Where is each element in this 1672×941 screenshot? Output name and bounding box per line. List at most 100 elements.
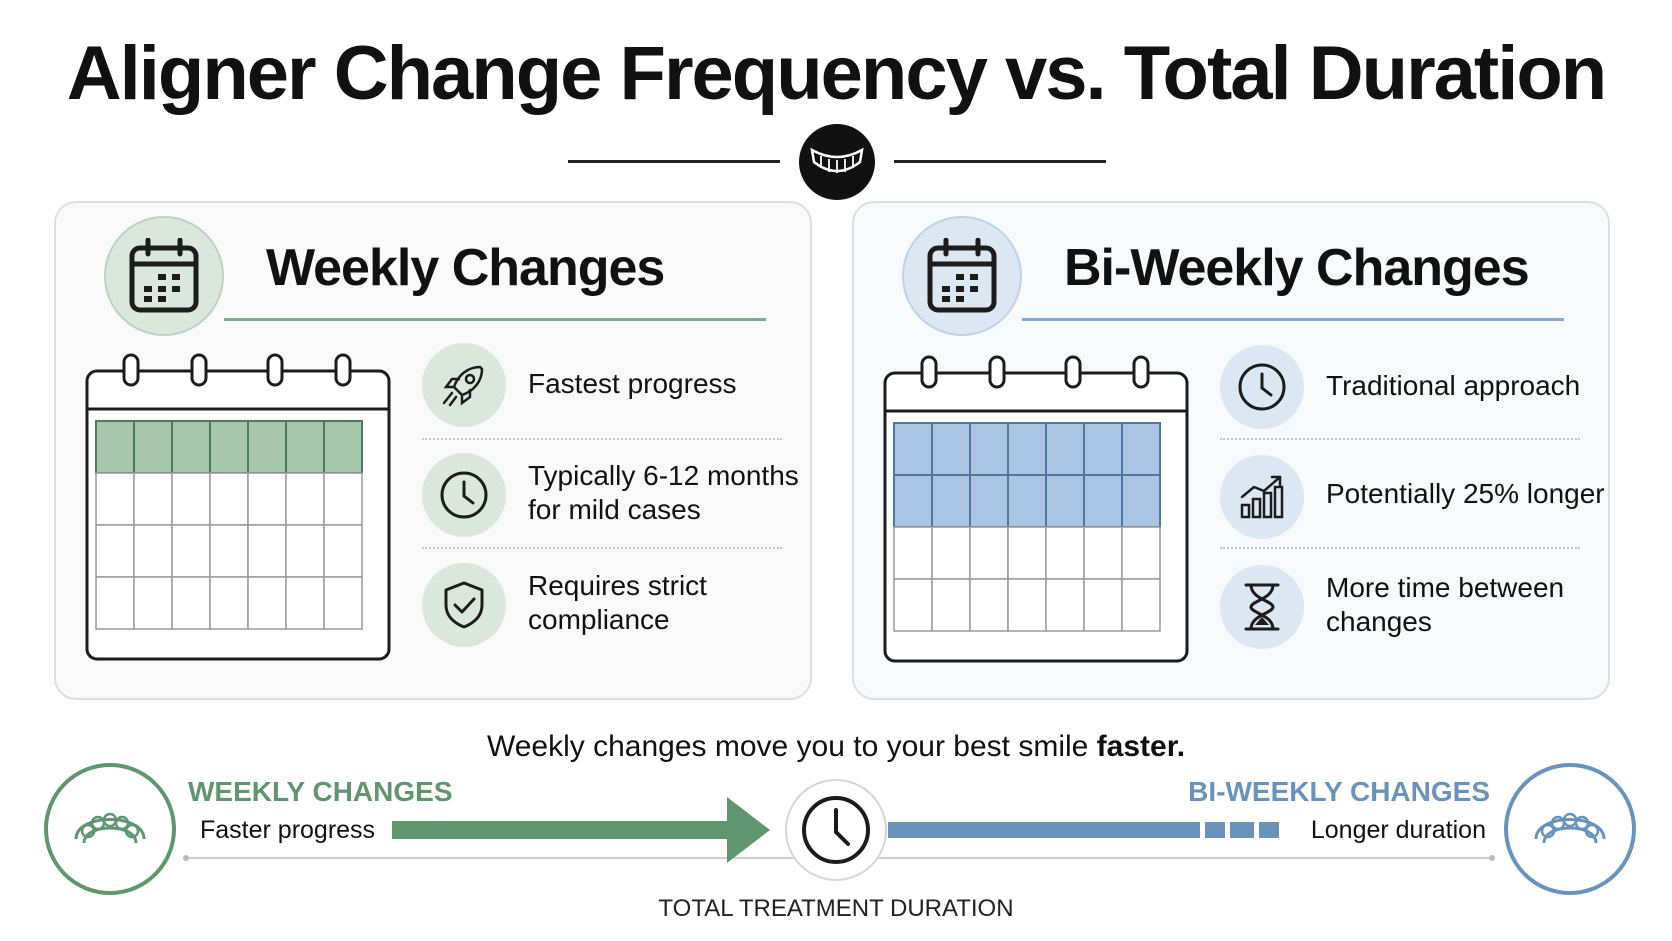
calendar-icon: [129, 238, 199, 313]
feature-text: for mild cases: [528, 494, 701, 525]
calendar-cell-highlighted: [969, 422, 1009, 476]
weekly-feature-duration: Typically 6-12 months for mild cases: [422, 443, 799, 543]
calendar-cell: [893, 578, 933, 632]
tagline: Weekly changes move you to your best smi…: [0, 730, 1672, 764]
calendar-cell-highlighted: [1045, 474, 1085, 528]
calendar-cell: [95, 576, 135, 630]
calendar-cell: [209, 472, 249, 526]
calendar-cell: [285, 576, 325, 630]
weekly-progress-arrow: [392, 821, 737, 839]
tagline-emphasis: faster.: [1096, 730, 1186, 763]
weekly-calendar: [85, 353, 391, 661]
feature-text: More time between: [1326, 572, 1565, 603]
biweekly-panel: Bi-Weekly Changes Traditional approach: [852, 201, 1610, 700]
feature-text: Requires strict: [528, 570, 707, 601]
feature-separator: [1220, 438, 1580, 440]
weekly-title-underline: [224, 318, 766, 321]
feature-text: Traditional approach: [1326, 370, 1581, 401]
calendar-cell: [95, 524, 135, 578]
biweekly-feature-time-between: More time between changes: [1220, 555, 1580, 655]
calendar-cell: [95, 472, 135, 526]
biweekly-dash: [1259, 822, 1279, 838]
weekly-feature-icon-circle: [422, 453, 506, 537]
calendar-cell-highlighted: [1083, 422, 1123, 476]
calendar-cell-highlighted: [1007, 422, 1047, 476]
title-divider-right: [894, 160, 1106, 163]
calendar-cell: [893, 526, 933, 580]
biweekly-title-underline: [1022, 318, 1564, 321]
calendar-icon: [927, 238, 997, 313]
weekly-header-icon-circle: [104, 216, 224, 336]
calendar-cell-highlighted: [1121, 474, 1161, 528]
feature-separator: [422, 438, 782, 440]
calendar-cell-highlighted: [931, 474, 971, 528]
weekly-aligner-circle: [44, 763, 176, 895]
biweekly-feature-icon-circle: [1220, 455, 1304, 539]
calendar-cell: [1121, 578, 1161, 632]
weekly-panel: Weekly Changes Fastest progress: [54, 201, 812, 700]
weekly-changes-sub: Faster progress: [200, 816, 376, 844]
calendar-cell: [323, 472, 363, 526]
weekly-feature-compliance: Requires strict compliance: [422, 553, 782, 653]
weekly-arrow-head: [727, 797, 770, 863]
aligner-icon: [74, 812, 146, 844]
calendar-cell-highlighted: [893, 422, 933, 476]
calendar-cell: [285, 472, 325, 526]
biweekly-feature-icon-circle: [1220, 565, 1304, 649]
rocket-icon: [442, 365, 484, 407]
feature-text: compliance: [528, 604, 670, 635]
calendar-cell: [247, 524, 287, 578]
feature-separator: [1220, 547, 1580, 549]
calendar-cell: [1121, 526, 1161, 580]
clock-icon: [440, 471, 488, 519]
calendar-cell-highlighted: [931, 422, 971, 476]
biweekly-header-icon-circle: [902, 216, 1022, 336]
calendar-cell: [1045, 578, 1085, 632]
shield-check-icon: [444, 581, 484, 629]
biweekly-dash: [1205, 822, 1225, 838]
aligner-icon: [810, 147, 864, 173]
feature-text: Fastest progress: [528, 368, 737, 399]
calendar-rings: [920, 355, 1150, 389]
biweekly-dash: [1230, 822, 1254, 838]
growth-chart-icon: [1240, 475, 1284, 519]
feature-text: changes: [1326, 606, 1432, 637]
weekly-feature-fastest: Fastest progress: [422, 333, 782, 433]
calendar-cell: [931, 526, 971, 580]
clock-icon: [1238, 363, 1286, 411]
biweekly-changes-label: BI-WEEKLY CHANGES: [1188, 776, 1490, 807]
calendar-cell: [209, 524, 249, 578]
biweekly-feature-longer: Potentially 25% longer: [1220, 445, 1605, 545]
calendar-cell: [323, 524, 363, 578]
weekly-title: Weekly Changes: [266, 239, 665, 297]
calendar-cell-highlighted: [1083, 474, 1123, 528]
calendar-cell-highlighted: [209, 420, 249, 474]
calendar-cell-highlighted: [1121, 422, 1161, 476]
biweekly-progress-bar: [888, 822, 1200, 838]
calendar-cell: [969, 578, 1009, 632]
clock-icon: [802, 796, 870, 864]
axis-label: TOTAL TREATMENT DURATION: [658, 895, 1014, 922]
calendar-cell: [1007, 578, 1047, 632]
tagline-text: Weekly changes move you to your best smi…: [486, 730, 1097, 763]
weekly-changes-label: WEEKLY CHANGES: [188, 776, 453, 807]
title-divider-left: [568, 160, 780, 163]
biweekly-aligner-circle: [1504, 763, 1636, 895]
calendar-cell: [133, 472, 173, 526]
calendar-cell: [133, 576, 173, 630]
calendar-cell-highlighted: [1045, 422, 1085, 476]
biweekly-calendar: [883, 355, 1189, 663]
aligner-icon: [1534, 812, 1606, 844]
weekly-feature-icon-circle: [422, 343, 506, 427]
calendar-cell: [247, 472, 287, 526]
calendar-rings: [122, 353, 352, 387]
feature-text: Typically 6-12 months: [528, 460, 799, 491]
feature-text: Potentially 25% longer: [1326, 478, 1605, 509]
page-title: Aligner Change Frequency vs. Total Durat…: [66, 31, 1607, 116]
aligner-badge: [799, 124, 875, 200]
calendar-cell: [209, 576, 249, 630]
biweekly-feature-traditional: Traditional approach: [1220, 335, 1580, 435]
biweekly-changes-sub: Longer duration: [1310, 816, 1486, 844]
feature-separator: [422, 547, 782, 549]
